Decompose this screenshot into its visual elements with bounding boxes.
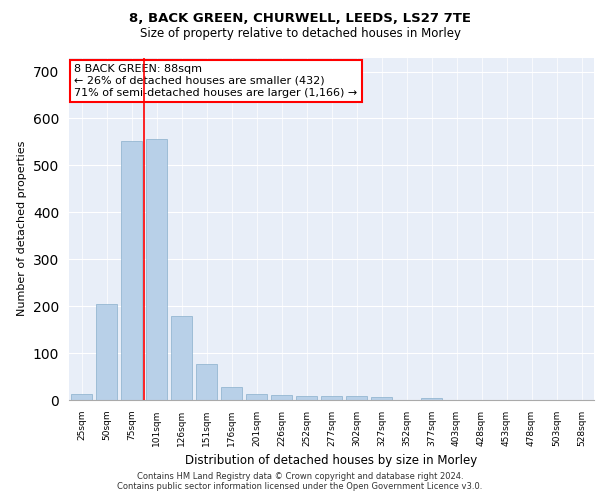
Bar: [221, 387, 242, 400]
Bar: [71, 394, 92, 400]
Text: Size of property relative to detached houses in Morley: Size of property relative to detached ho…: [139, 28, 461, 40]
X-axis label: Distribution of detached houses by size in Morley: Distribution of detached houses by size …: [185, 454, 478, 468]
Bar: [121, 142, 142, 400]
Bar: [146, 138, 167, 400]
Bar: [321, 396, 342, 400]
Bar: [421, 398, 442, 400]
Bar: [96, 304, 117, 400]
Text: Contains public sector information licensed under the Open Government Licence v3: Contains public sector information licen…: [118, 482, 482, 491]
Bar: [296, 396, 317, 400]
Text: 8, BACK GREEN, CHURWELL, LEEDS, LS27 7TE: 8, BACK GREEN, CHURWELL, LEEDS, LS27 7TE: [129, 12, 471, 26]
Bar: [346, 396, 367, 400]
Y-axis label: Number of detached properties: Number of detached properties: [17, 141, 28, 316]
Bar: [196, 364, 217, 400]
Bar: [371, 397, 392, 400]
Bar: [171, 316, 192, 400]
Text: 8 BACK GREEN: 88sqm
← 26% of detached houses are smaller (432)
71% of semi-detac: 8 BACK GREEN: 88sqm ← 26% of detached ho…: [74, 64, 358, 98]
Bar: [246, 394, 267, 400]
Bar: [271, 396, 292, 400]
Text: Contains HM Land Registry data © Crown copyright and database right 2024.: Contains HM Land Registry data © Crown c…: [137, 472, 463, 481]
